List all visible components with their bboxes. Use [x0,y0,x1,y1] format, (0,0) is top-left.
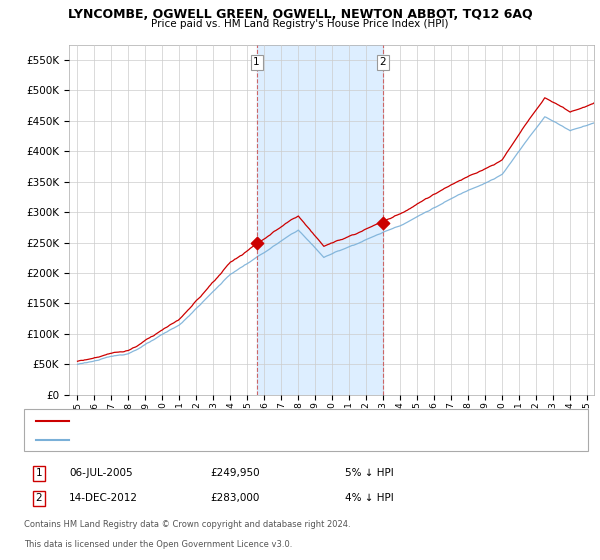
Text: LYNCOMBE, OGWELL GREEN, OGWELL, NEWTON ABBOT, TQ12 6AQ (detached house): LYNCOMBE, OGWELL GREEN, OGWELL, NEWTON A… [75,416,479,425]
Text: 2: 2 [379,57,386,67]
Text: 1: 1 [35,468,43,478]
Bar [257,45,383,395]
Point [252,238,262,247]
Text: 1: 1 [253,57,260,67]
Text: Price paid vs. HM Land Registry's House Price Index (HPI): Price paid vs. HM Land Registry's House … [151,19,449,29]
Text: LYNCOMBE, OGWELL GREEN, OGWELL, NEWTON ABBOT, TQ12 6AQ: LYNCOMBE, OGWELL GREEN, OGWELL, NEWTON A… [68,8,532,21]
Point [378,218,388,227]
Text: 4% ↓ HPI: 4% ↓ HPI [345,493,394,503]
Text: 5% ↓ HPI: 5% ↓ HPI [345,468,394,478]
Text: HPI: Average price, detached house, Teignbridge: HPI: Average price, detached house, Teig… [75,436,306,445]
Text: 06-JUL-2005: 06-JUL-2005 [69,468,133,478]
Text: Contains HM Land Registry data © Crown copyright and database right 2024.: Contains HM Land Registry data © Crown c… [24,520,350,529]
Text: 2: 2 [35,493,43,503]
Text: 14-DEC-2012: 14-DEC-2012 [69,493,138,503]
Text: This data is licensed under the Open Government Licence v3.0.: This data is licensed under the Open Gov… [24,540,292,549]
Text: £249,950: £249,950 [210,468,260,478]
Text: £283,000: £283,000 [210,493,259,503]
